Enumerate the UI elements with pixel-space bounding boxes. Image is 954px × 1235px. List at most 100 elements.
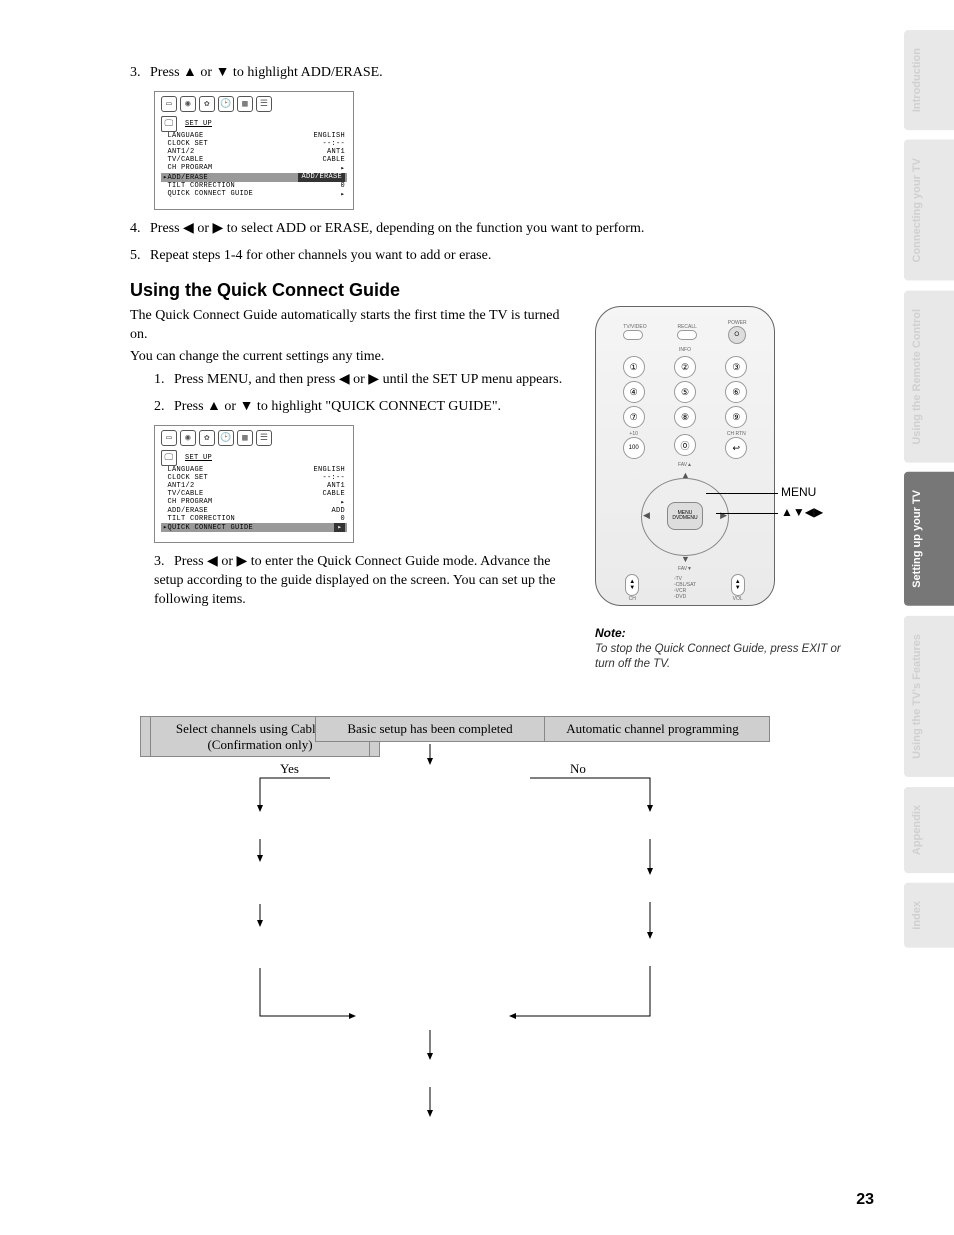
remote-key-4: ④ [623, 381, 645, 403]
arrow-left-icon: ◀ [643, 510, 650, 521]
osd-row: TILT CORRECTION0 [161, 515, 347, 523]
osd-icon: 🕑 [218, 96, 234, 112]
qcg-step-2-text: Press ▲ or ▼ to highlight "QUICK CONNECT… [174, 399, 501, 414]
step-4: 4.Press ◀ or ▶ to select ADD or ERASE, d… [130, 220, 840, 239]
osd-icon: ✿ [199, 96, 215, 112]
osd-icon: ◉ [180, 96, 196, 112]
note-heading: Note: [595, 626, 855, 640]
remote-key-recall [677, 330, 697, 340]
step-3-text: Press ▲ or ▼ to highlight ADD/ERASE. [150, 65, 383, 80]
flow-label-yes: Yes [280, 761, 299, 777]
callout-arrows-label: ▲▼◀▶ [781, 505, 823, 519]
remote-label: CH [625, 596, 639, 602]
remote-key-power: ⭘ [728, 326, 746, 344]
arrow-up-icon: ▲ [681, 470, 690, 480]
page-number: 23 [856, 1191, 874, 1209]
osd-icon: ▭ [161, 430, 177, 446]
osd-row: ADD/ERASEADD [161, 507, 347, 515]
osd-row: TILT CORRECTION0 [161, 182, 347, 190]
sidebar-tab[interactable]: Appendix [904, 787, 954, 873]
flowchart: On-screen display language selection Yes… [150, 716, 770, 1146]
osd-title: SET UP [185, 120, 212, 128]
remote-label: VOL [731, 596, 745, 602]
remote-key-100: 100 [623, 437, 645, 459]
remote-key-3: ③ [725, 356, 747, 378]
remote-dpad: MENUDVDMENU ▲ ▼ ◀ ▶ [635, 472, 735, 562]
flowchart-arrows [150, 716, 770, 1146]
callout-menu-label: MENU [781, 485, 816, 499]
note-text: To stop the Quick Connect Guide, press E… [595, 642, 855, 672]
osd-row: CLOCK SET--:-- [161, 140, 347, 148]
remote-key-ch: ▲▼ [625, 574, 639, 596]
osd-icon: ▦ [237, 430, 253, 446]
osd-icon: ▭ [161, 96, 177, 112]
step-4-text: Press ◀ or ▶ to select ADD or ERASE, dep… [150, 221, 644, 236]
remote-key-5: ⑤ [674, 381, 696, 403]
osd-icon: ☰ [256, 430, 272, 446]
osd-row: ANT1/2ANT1 [161, 148, 347, 156]
remote-key-chrtn: ↩ [725, 437, 747, 459]
remote-key-0: ⓪ [674, 434, 696, 456]
step-5-text: Repeat steps 1-4 for other channels you … [150, 248, 491, 263]
section-heading: Using the Quick Connect Guide [130, 280, 840, 301]
sidebar-tab[interactable]: Index [904, 883, 954, 948]
section-p1: The Quick Connect Guide automatically st… [130, 307, 580, 345]
osd-row: TV/CABLECABLE [161, 490, 347, 498]
sidebar-tab[interactable]: Connecting your TV [904, 140, 954, 281]
osd-icon: ◉ [180, 430, 196, 446]
osd-icon: 🕑 [218, 430, 234, 446]
step-3: 3.Press ▲ or ▼ to highlight ADD/ERASE. [130, 64, 840, 83]
osd-screenshot-2: ▭ ◉ ✿ 🕑 ▦ ☰ 🖵 SET UP LANGUAGEENGLISH CLO… [154, 425, 354, 543]
remote-key-9: ⑨ [725, 406, 747, 428]
remote-key-1: ① [623, 356, 645, 378]
qcg-step-1: 1.Press MENU, and then press ◀ or ▶ unti… [130, 371, 580, 390]
osd-icon: ☰ [256, 96, 272, 112]
remote-label: POWER [728, 320, 747, 326]
sidebar-tab[interactable]: Setting up your TV [904, 472, 954, 606]
right-column: TV/VIDEO RECALL POWER⭘ INFO ①②③ ④⑤⑥ ⑦⑧⑨ … [595, 306, 855, 672]
osd-row: CH PROGRAM▸ [161, 164, 347, 173]
step-5: 5.Repeat steps 1-4 for other channels yo… [130, 247, 840, 266]
arrow-down-icon: ▼ [681, 554, 690, 564]
osd-icon: ✿ [199, 430, 215, 446]
osd-row: ANT1/2ANT1 [161, 482, 347, 490]
osd-title: SET UP [185, 454, 212, 462]
osd-setup-icon: 🖵 [161, 450, 177, 466]
remote-key-tvvideo [623, 330, 643, 340]
remote-illustration: TV/VIDEO RECALL POWER⭘ INFO ①②③ ④⑤⑥ ⑦⑧⑨ … [595, 306, 775, 606]
remote-key-7: ⑦ [623, 406, 645, 428]
remote-mode-labels: ▫TV▫CBL/SAT▫VCR▫DVD [674, 576, 696, 600]
callout-arrows: ▲▼◀▶ [781, 505, 823, 519]
remote-menu-button: MENUDVDMENU [667, 502, 703, 530]
sidebar-tabs: Introduction Connecting your TV Using the … [904, 30, 954, 948]
sidebar-tab[interactable]: Using the TV's Features [904, 616, 954, 777]
osd-row: LANGUAGEENGLISH [161, 132, 347, 140]
osd-icon: ▦ [237, 96, 253, 112]
remote-label: CH RTN [725, 431, 747, 437]
osd-row: ▸ADD/ERASEADD/ERASE [161, 173, 347, 182]
osd-row: CH PROGRAM▸ [161, 498, 347, 507]
osd-setup-icon: 🖵 [161, 116, 177, 132]
remote-key-vol: ▲▼ [731, 574, 745, 596]
remote-label: +10 [623, 431, 645, 437]
callout-menu: MENU [781, 485, 816, 499]
remote-key-8: ⑧ [674, 406, 696, 428]
remote-label: RECALL [677, 324, 697, 330]
note-block: Note: To stop the Quick Connect Guide, p… [595, 626, 855, 672]
osd-screenshot-1: ▭ ◉ ✿ 🕑 ▦ ☰ 🖵 SET UP LANGUAGEENGLISH CLO… [154, 91, 354, 210]
sidebar-tab[interactable]: Introduction [904, 30, 954, 130]
osd-row: QUICK CONNECT GUIDE▸ [161, 190, 347, 199]
flow-box-auto: Automatic channel programming [535, 716, 770, 742]
remote-label-info: INFO [608, 347, 762, 353]
osd-row: ▸QUICK CONNECT GUIDE▸ [161, 523, 347, 532]
remote-label: TV/VIDEO [623, 324, 646, 330]
arrow-right-icon: ▶ [720, 510, 727, 521]
flow-label-no: No [570, 761, 586, 777]
sidebar-tab[interactable]: Using the Remote Control [904, 291, 954, 463]
remote-key-6: ⑥ [725, 381, 747, 403]
remote-key-2: ② [674, 356, 696, 378]
qcg-step-1-text: Press MENU, and then press ◀ or ▶ until … [174, 372, 562, 387]
qcg-step-3-text: Press ◀ or ▶ to enter the Quick Connect … [154, 554, 556, 607]
remote-label-favdn: FAV▼ [608, 566, 762, 572]
osd-icon-row: ▭ ◉ ✿ 🕑 ▦ ☰ [161, 96, 347, 112]
